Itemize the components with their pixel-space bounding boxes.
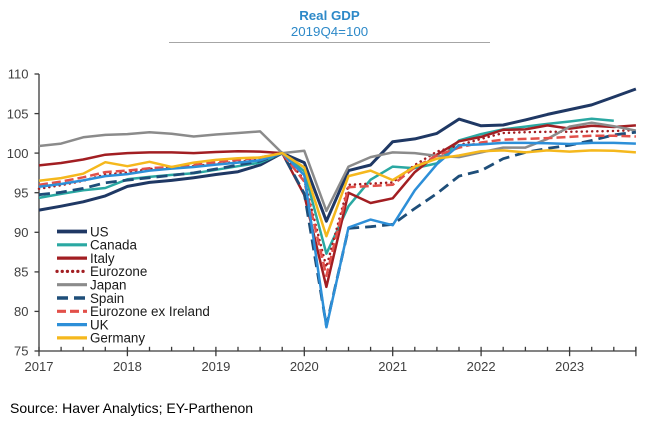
svg-text:Germany: Germany: [90, 331, 145, 346]
svg-text:2023: 2023: [555, 359, 584, 374]
svg-text:80: 80: [14, 304, 28, 319]
svg-text:Eurozone: Eurozone: [90, 264, 147, 279]
svg-text:90: 90: [14, 225, 28, 240]
svg-text:2019: 2019: [201, 359, 230, 374]
svg-text:Italy: Italy: [90, 251, 115, 266]
svg-text:85: 85: [14, 265, 28, 280]
svg-text:2017: 2017: [25, 359, 54, 374]
svg-text:2020: 2020: [290, 359, 319, 374]
svg-text:105: 105: [7, 106, 29, 121]
svg-text:95: 95: [14, 185, 28, 200]
svg-text:2018: 2018: [113, 359, 142, 374]
svg-text:Japan: Japan: [90, 278, 126, 293]
svg-text:2021: 2021: [378, 359, 407, 374]
svg-text:110: 110: [8, 67, 29, 82]
svg-text:2022: 2022: [467, 359, 496, 374]
svg-text:UK: UK: [90, 317, 109, 332]
svg-text:100: 100: [7, 146, 29, 161]
svg-text:75: 75: [14, 344, 28, 359]
svg-text:Spain: Spain: [90, 291, 124, 306]
svg-text:Canada: Canada: [90, 238, 137, 253]
svg-text:US: US: [90, 224, 109, 239]
svg-text:Eurozone ex Ireland: Eurozone ex Ireland: [90, 304, 210, 319]
